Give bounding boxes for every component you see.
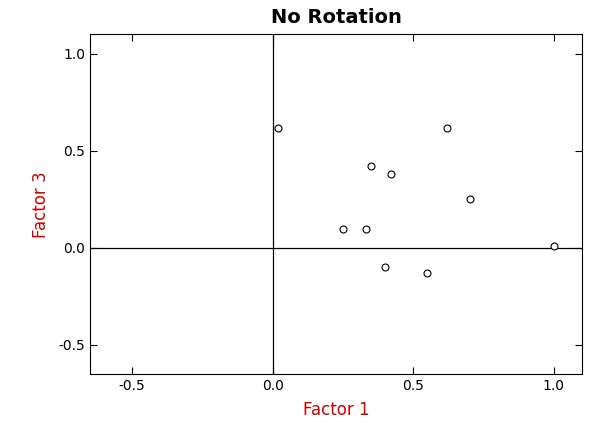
Title: No Rotation: No Rotation: [271, 8, 401, 27]
Point: [386, 171, 395, 178]
Point: [338, 225, 348, 232]
Point: [549, 243, 559, 249]
Point: [442, 124, 452, 131]
Point: [361, 225, 370, 232]
Y-axis label: Factor 3: Factor 3: [32, 171, 50, 237]
X-axis label: Factor 1: Factor 1: [302, 401, 370, 419]
Point: [422, 270, 432, 276]
Point: [465, 196, 475, 203]
Point: [367, 163, 376, 170]
Point: [274, 124, 283, 131]
Point: [380, 264, 390, 271]
